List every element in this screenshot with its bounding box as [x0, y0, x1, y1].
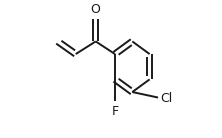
Text: F: F: [111, 105, 119, 118]
Text: O: O: [91, 3, 101, 16]
Text: Cl: Cl: [160, 91, 172, 104]
